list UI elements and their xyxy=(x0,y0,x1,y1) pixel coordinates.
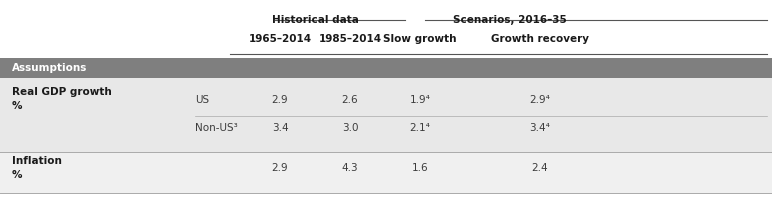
Text: Scenarios, 2016–35: Scenarios, 2016–35 xyxy=(453,15,567,25)
Text: Slow growth: Slow growth xyxy=(383,34,457,44)
Text: 1985–2014: 1985–2014 xyxy=(318,34,381,44)
Text: Non-US³: Non-US³ xyxy=(195,123,238,133)
Bar xyxy=(0,58,772,78)
Text: 2.1⁴: 2.1⁴ xyxy=(410,123,431,133)
Text: %: % xyxy=(12,101,22,111)
Text: 4.3: 4.3 xyxy=(342,163,358,173)
Text: Growth recovery: Growth recovery xyxy=(491,34,589,44)
Text: %: % xyxy=(12,170,22,180)
Text: 2.9⁴: 2.9⁴ xyxy=(530,95,550,105)
Text: Inflation: Inflation xyxy=(12,156,62,166)
Text: 1.9⁴: 1.9⁴ xyxy=(410,95,431,105)
Bar xyxy=(0,152,772,193)
Text: 3.4: 3.4 xyxy=(272,123,288,133)
Text: 2.6: 2.6 xyxy=(342,95,358,105)
Text: Real GDP growth: Real GDP growth xyxy=(12,87,112,97)
Text: Historical data: Historical data xyxy=(272,15,358,25)
Text: 3.4⁴: 3.4⁴ xyxy=(530,123,550,133)
Text: 2.4: 2.4 xyxy=(532,163,548,173)
Text: 1.6: 1.6 xyxy=(411,163,428,173)
Text: 1965–2014: 1965–2014 xyxy=(249,34,312,44)
Text: 2.9: 2.9 xyxy=(272,95,288,105)
Text: 3.0: 3.0 xyxy=(342,123,358,133)
Text: Assumptions: Assumptions xyxy=(12,63,87,73)
Text: US: US xyxy=(195,95,209,105)
Bar xyxy=(0,78,772,152)
Text: 2.9: 2.9 xyxy=(272,163,288,173)
